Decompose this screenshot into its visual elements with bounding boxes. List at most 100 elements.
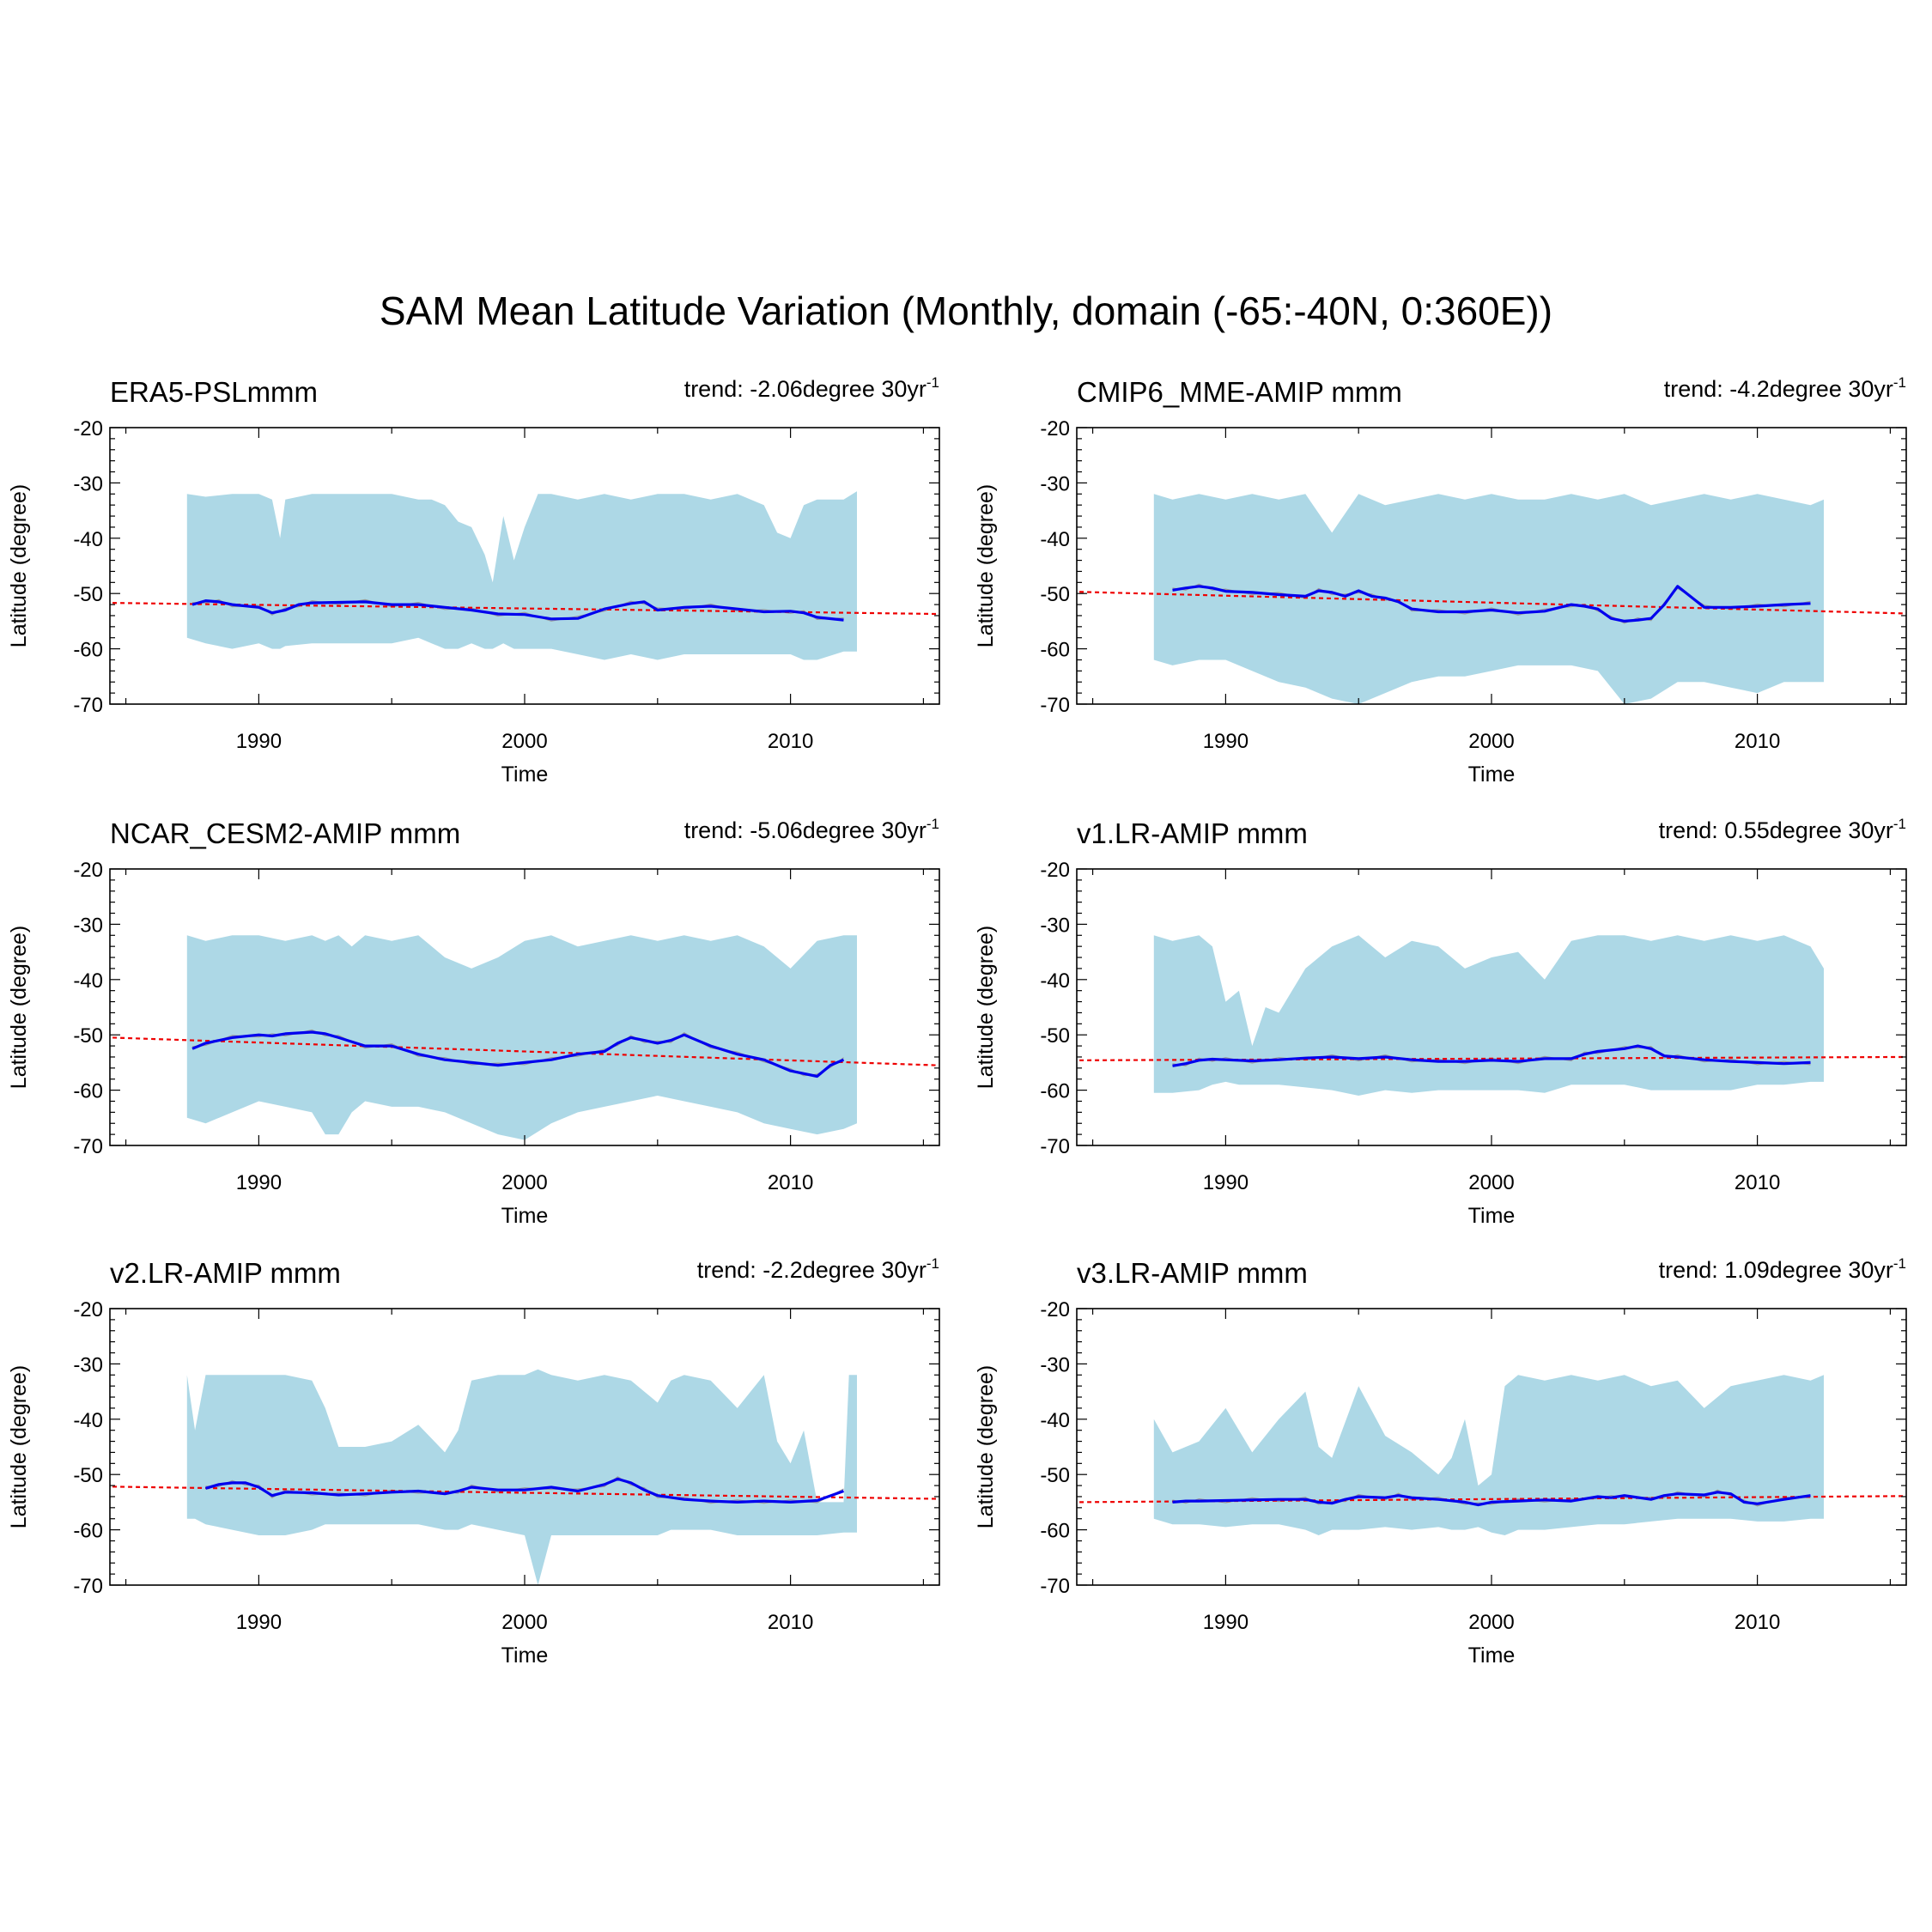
mean-line [191,598,844,622]
trend-superscript: -1 [1893,374,1906,391]
x-tick-label: 2010 [1735,1611,1780,1634]
trend-line [112,602,937,616]
x-tick-label: 2010 [1735,730,1780,753]
spread-band [186,491,858,660]
x-axis-label: Time [1468,762,1516,787]
y-axis-label: Latitude (degree) [7,484,31,647]
y-tick-label: -40 [1040,528,1070,551]
y-tick-label: -70 [1040,1575,1070,1598]
mean-line [1172,585,1811,623]
x-axis-label: Time [501,1204,549,1228]
x-axis-label: Time [501,1643,549,1668]
x-tick-label: 2000 [501,730,547,753]
raw-series-line [191,598,844,622]
y-tick-label: -30 [73,914,103,937]
y-tick-label: -60 [73,1080,103,1103]
trend-annotation: trend: -5.06degree 30yr-1 [684,816,939,843]
spread-band [1153,494,1824,704]
x-tick-label: 1990 [1203,730,1249,753]
trend-line [1079,1055,1904,1061]
panel-3: -20 -30 -40 -50 -60 -70 1990 2000 2010 Time Latitu… [7,816,940,1228]
x-tick-label: 2000 [501,1611,547,1634]
trend-superscript: -1 [927,374,939,391]
mean-line [205,1477,845,1504]
y-tick-label: -30 [1040,472,1070,495]
y-tick-label: -40 [73,528,103,551]
trend-text: trend: -5.06degree 30yr [684,817,927,843]
y-tick-label: -60 [1040,1520,1070,1543]
y-tick-label: -70 [73,694,103,717]
x-tick-label: 1990 [1203,1611,1249,1634]
x-axis-label: Time [501,762,549,787]
trend-superscript: -1 [927,816,939,832]
trend-text: trend: 0.55degree 30yr [1659,817,1893,843]
y-tick-label: -20 [1040,1298,1070,1321]
y-tick-label: -40 [1040,969,1070,993]
y-tick-label: -70 [73,1135,103,1158]
x-tick-label: 1990 [236,730,282,753]
panels: -20 -30 -40 -50 -60 -70 1990 2000 2010 Time Latitu… [7,374,1907,1668]
y-tick-label: -60 [1040,1080,1070,1103]
x-tick-label: 2010 [768,730,813,753]
x-tick-label: 1990 [236,1611,282,1634]
panel-1: -20 -30 -40 -50 -60 -70 1990 2000 2010 Time Latitu… [7,374,940,787]
spread-band [186,935,858,1140]
y-tick-label: -20 [73,859,103,882]
trend-superscript: -1 [1893,1255,1906,1272]
y-tick-label: -50 [1040,583,1070,606]
spread-band [1153,1375,1824,1535]
y-tick-label: -40 [73,969,103,993]
x-tick-label: 1990 [236,1171,282,1194]
y-tick-label: -50 [73,1024,103,1048]
y-tick-label: -40 [73,1409,103,1432]
y-tick-label: -50 [73,1464,103,1487]
trend-annotation: trend: 0.55degree 30yr-1 [1659,816,1906,843]
y-tick-label: -20 [1040,859,1070,882]
y-axis-label: Latitude (degree) [974,926,998,1089]
x-axis-label: Time [1468,1204,1516,1228]
x-tick-label: 2010 [768,1171,813,1194]
trend-text: trend: -4.2degree 30yr [1664,376,1893,402]
panel-5: -20 -30 -40 -50 -60 -70 1990 2000 2010 Time Latitu… [7,1255,940,1668]
mean-line [1172,1044,1811,1067]
panel-2: -20 -30 -40 -50 -60 -70 1990 2000 2010 Time Latitu… [974,374,1907,787]
panel-6: -20 -30 -40 -50 -60 -70 1990 2000 2010 Time Latitu… [974,1255,1907,1668]
y-tick-label: -70 [1040,694,1070,717]
panel-title: CMIP6_MME-AMIP mmm [1077,376,1402,408]
y-tick-label: -20 [73,417,103,440]
panel-title: ERA5-PSLmmm [110,376,318,408]
panel-4: -20 -30 -40 -50 -60 -70 1990 2000 2010 Time Latitu… [974,816,1907,1228]
x-tick-label: 2000 [1468,1171,1514,1194]
y-tick-label: -40 [1040,1409,1070,1432]
x-tick-label: 2000 [1468,730,1514,753]
y-tick-label: -50 [1040,1464,1070,1487]
y-tick-label: -20 [73,1298,103,1321]
x-tick-label: 2010 [768,1611,813,1634]
trend-text: trend: -2.06degree 30yr [684,376,927,402]
x-axis-label: Time [1468,1643,1516,1668]
panel-title: v2.LR-AMIP mmm [110,1257,341,1289]
y-axis-label: Latitude (degree) [974,484,998,647]
trend-text: trend: -2.2degree 30yr [697,1257,927,1283]
trend-annotation: trend: -2.2degree 30yr-1 [697,1255,939,1283]
mean-line [1172,1491,1811,1507]
y-tick-label: -50 [1040,1024,1070,1048]
spread-band [1153,935,1824,1096]
y-tick-label: -30 [1040,914,1070,937]
y-tick-label: -30 [73,472,103,495]
y-tick-label: -70 [73,1575,103,1598]
y-axis-label: Latitude (degree) [974,1365,998,1528]
trend-annotation: trend: 1.09degree 30yr-1 [1659,1255,1906,1283]
y-tick-label: -70 [1040,1135,1070,1158]
y-tick-label: -30 [73,1353,103,1376]
trend-line [112,1036,937,1066]
trend-annotation: trend: -2.06degree 30yr-1 [684,374,939,402]
y-axis-label: Latitude (degree) [7,926,31,1089]
y-axis-label: Latitude (degree) [7,1365,31,1528]
trend-text: trend: 1.09degree 30yr [1659,1257,1893,1283]
y-tick-label: -50 [73,583,103,606]
panel-title: v3.LR-AMIP mmm [1077,1257,1308,1289]
x-tick-label: 2010 [1735,1171,1780,1194]
panel-title: NCAR_CESM2-AMIP mmm [110,817,460,849]
